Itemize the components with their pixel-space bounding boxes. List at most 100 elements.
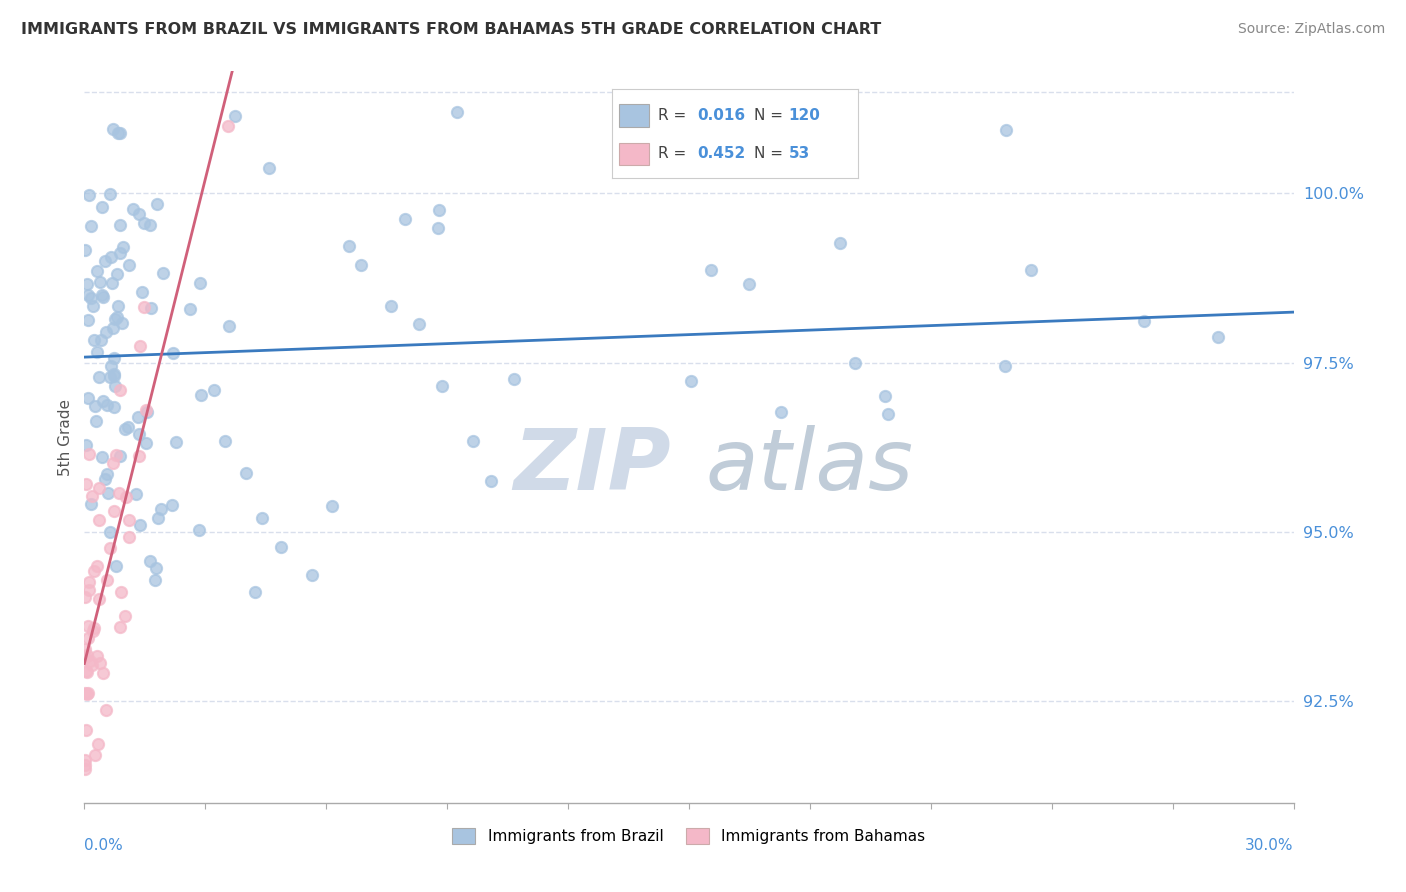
Point bbox=[187, 523, 209, 537]
Point bbox=[108, 619, 131, 633]
Point bbox=[77, 287, 100, 301]
Point bbox=[87, 481, 110, 495]
Text: ZIP: ZIP bbox=[513, 425, 671, 508]
Point bbox=[146, 511, 169, 525]
Point bbox=[427, 220, 450, 235]
Point bbox=[111, 316, 134, 330]
Point bbox=[75, 664, 97, 678]
Point bbox=[75, 723, 97, 737]
Point bbox=[179, 301, 201, 316]
Point bbox=[103, 504, 125, 518]
Point bbox=[98, 186, 121, 201]
Point bbox=[84, 399, 107, 413]
Point bbox=[128, 449, 150, 463]
Point bbox=[100, 359, 122, 373]
Point bbox=[83, 748, 105, 763]
Point bbox=[1206, 330, 1229, 344]
Point bbox=[479, 474, 502, 488]
Point bbox=[77, 582, 100, 597]
Point bbox=[873, 389, 896, 403]
Point bbox=[75, 590, 97, 604]
Point bbox=[98, 524, 121, 539]
Point bbox=[1021, 263, 1043, 277]
Point bbox=[76, 686, 98, 700]
Point bbox=[89, 656, 111, 670]
Point bbox=[125, 487, 148, 501]
Point bbox=[103, 351, 125, 366]
Text: 0.0%: 0.0% bbox=[84, 838, 124, 854]
Point bbox=[104, 558, 127, 573]
Point bbox=[80, 497, 103, 511]
Point bbox=[90, 288, 112, 302]
Point bbox=[135, 405, 157, 419]
Point bbox=[77, 631, 100, 645]
Point bbox=[162, 498, 184, 512]
Point bbox=[96, 702, 118, 716]
Point bbox=[145, 561, 167, 575]
Point bbox=[77, 188, 100, 202]
Point bbox=[202, 383, 225, 397]
Point bbox=[75, 438, 97, 452]
Point bbox=[91, 200, 114, 214]
Point bbox=[76, 277, 98, 292]
Point bbox=[828, 236, 851, 251]
Point bbox=[103, 122, 125, 136]
Point bbox=[77, 618, 100, 632]
Text: 53: 53 bbox=[789, 146, 810, 161]
Point bbox=[127, 410, 149, 425]
Point bbox=[86, 344, 108, 359]
Point bbox=[86, 558, 108, 573]
Point bbox=[86, 648, 108, 663]
Point bbox=[152, 266, 174, 280]
Point bbox=[77, 447, 100, 461]
Point bbox=[89, 275, 111, 289]
Text: R =: R = bbox=[658, 146, 692, 161]
Point bbox=[141, 301, 163, 315]
Point bbox=[103, 400, 125, 414]
Point bbox=[89, 370, 111, 384]
Point bbox=[100, 250, 122, 264]
Point bbox=[994, 123, 1017, 137]
Point bbox=[700, 263, 723, 277]
Point bbox=[107, 299, 129, 313]
Point bbox=[994, 359, 1017, 373]
Point bbox=[118, 513, 141, 527]
Point bbox=[146, 196, 169, 211]
Point bbox=[107, 126, 129, 140]
Point bbox=[80, 291, 103, 305]
Point bbox=[349, 258, 371, 272]
Point bbox=[87, 737, 110, 751]
Legend: Immigrants from Brazil, Immigrants from Bahamas: Immigrants from Brazil, Immigrants from … bbox=[446, 822, 932, 850]
Point bbox=[114, 422, 136, 436]
Point bbox=[105, 448, 128, 462]
Text: N =: N = bbox=[754, 108, 789, 122]
Point bbox=[93, 254, 115, 268]
Point bbox=[217, 119, 239, 133]
Point bbox=[104, 379, 127, 393]
Point bbox=[111, 240, 134, 254]
Point bbox=[877, 408, 900, 422]
Point bbox=[103, 456, 125, 470]
Point bbox=[408, 318, 430, 332]
Point bbox=[257, 161, 280, 176]
Point bbox=[738, 277, 761, 292]
Point bbox=[165, 434, 187, 449]
Point bbox=[91, 290, 114, 304]
Point bbox=[679, 374, 702, 388]
Point bbox=[91, 665, 114, 680]
Point bbox=[96, 467, 118, 481]
Point bbox=[461, 434, 484, 448]
Point bbox=[118, 258, 141, 272]
Point bbox=[270, 541, 292, 555]
Point bbox=[103, 368, 125, 383]
Point bbox=[103, 367, 125, 381]
Point bbox=[75, 477, 97, 491]
Point bbox=[101, 276, 124, 290]
Point bbox=[91, 450, 114, 464]
Point bbox=[76, 688, 98, 702]
Text: R =: R = bbox=[658, 108, 692, 122]
Point bbox=[252, 511, 274, 525]
Point bbox=[235, 466, 257, 480]
Text: N =: N = bbox=[754, 146, 789, 161]
Point bbox=[135, 435, 157, 450]
